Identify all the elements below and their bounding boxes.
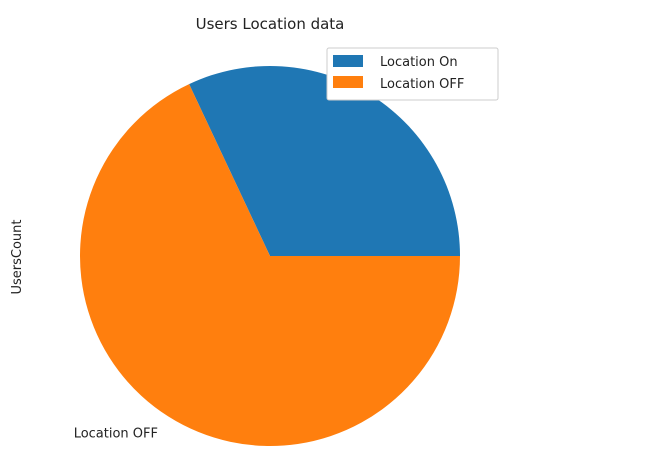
legend-swatch-location-off: [333, 76, 363, 88]
legend: Location On Location OFF: [326, 47, 499, 101]
legend-label-location-on: Location On: [380, 55, 458, 70]
pie-slice-location-off: [80, 84, 461, 447]
pie-slice-location-on: [189, 66, 460, 256]
legend-frame: [326, 47, 499, 101]
chart-title: Users Location data: [196, 15, 345, 33]
pie-slices: [80, 66, 461, 447]
slice-label-location-off: Location OFF: [74, 426, 158, 441]
legend-swatch-location-on: [333, 55, 363, 67]
y-axis-label: UsersCount: [10, 219, 25, 294]
legend-label-location-off: Location OFF: [380, 77, 464, 92]
